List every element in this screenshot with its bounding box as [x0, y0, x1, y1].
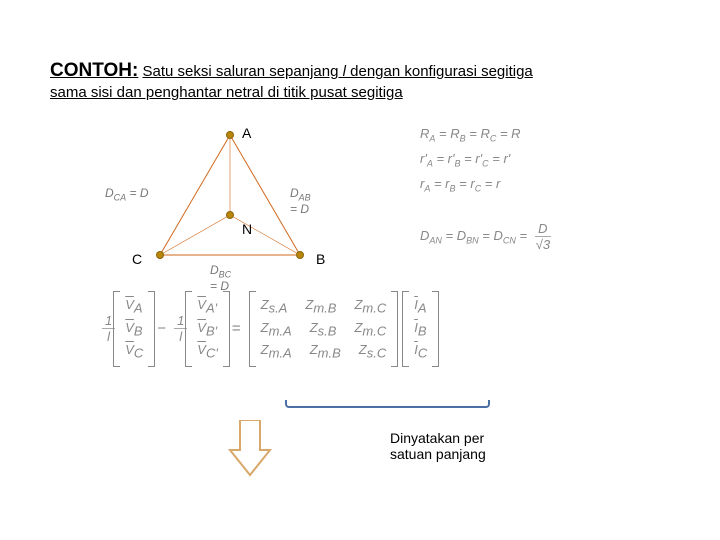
title-text-2: sama sisi dan penghantar netral di titik… — [50, 84, 403, 101]
vec-v: VA VB VC — [117, 291, 151, 367]
label-c: C — [132, 251, 142, 267]
title-text-1a: Satu seksi saluran sepanjang — [142, 63, 342, 80]
edge-ca: DCA = D — [105, 186, 149, 202]
edge-ab: DAB = D — [290, 186, 311, 216]
eq-rr: rA = rB = rC = r — [420, 176, 500, 194]
annotation-line2: satuan panjang — [390, 446, 486, 462]
z-matrix: Zs.AZm.BZm.C Zm.AZs.BZm.C Zm.AZm.BZs.C — [253, 291, 395, 367]
minus-op: − — [157, 320, 166, 337]
diagram-area: A B C N DCA = D DAB = D DBC = D RA = RB … — [50, 121, 670, 281]
eq-rp: r'A = r'B = r'C = r' — [420, 151, 510, 169]
matrix-equation: 1l VA VB VC − 1l VA' VB' VC' = Zs.AZm.BZ… — [100, 291, 670, 367]
eq-r: RA = RB = RC = R — [420, 126, 521, 144]
node-a — [226, 131, 234, 139]
eq-d: DAN = DBN = DCN = D√3 — [420, 221, 555, 252]
annotation-text: Dinyatakan per satuan panjang — [390, 430, 486, 462]
title-text-1b: dengan konfigurasi segitiga — [346, 63, 533, 80]
label-b: B — [316, 251, 325, 267]
vec-vp: VA' VB' VC' — [189, 291, 226, 367]
node-n — [226, 211, 234, 219]
vec-i: IA IB IC — [406, 291, 435, 367]
equals-op: = — [232, 320, 241, 337]
annotation-line1: Dinyatakan per — [390, 430, 484, 446]
node-b — [296, 251, 304, 259]
arrow-down-icon — [225, 420, 275, 480]
edge-bc: DBC = D — [210, 263, 231, 293]
label-n: N — [242, 221, 252, 237]
node-c — [156, 251, 164, 259]
label-a: A — [242, 125, 251, 141]
title-heading: CONTOH: — [50, 60, 138, 81]
title-line: CONTOH: Satu seksi saluran sepanjang l d… — [50, 60, 670, 82]
brace-icon — [285, 400, 490, 408]
